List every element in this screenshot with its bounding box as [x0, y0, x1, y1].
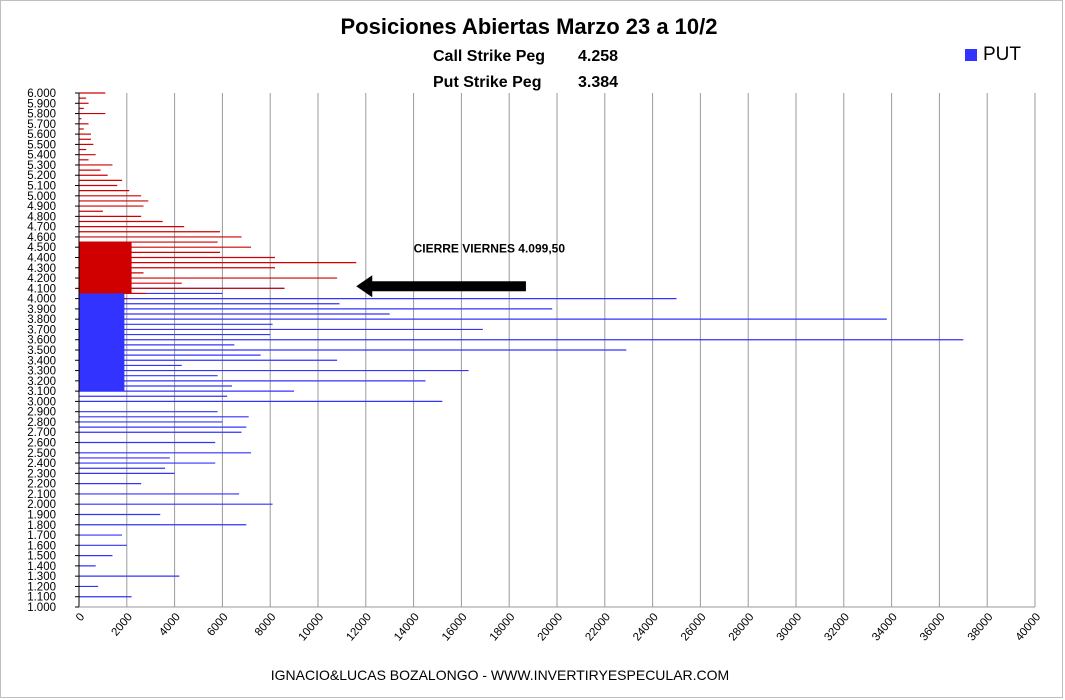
- x-tick-label-18000: 18000: [488, 611, 518, 643]
- y-tick-label-4.200: 4.200: [27, 273, 56, 285]
- x-tick-label-16000: 16000: [440, 611, 470, 643]
- x-tick-label-30000: 30000: [775, 611, 805, 643]
- x-tick-label-24000: 24000: [631, 611, 661, 643]
- x-tick-label-26000: 26000: [679, 611, 709, 643]
- x-tick-label-34000: 34000: [870, 611, 900, 643]
- y-tick-label-4.400: 4.400: [27, 252, 56, 264]
- call-strike-peg-value: 4.258: [578, 48, 619, 65]
- y-tick-label-2.400: 2.400: [27, 458, 56, 470]
- y-tick-label-3.300: 3.300: [27, 366, 56, 378]
- y-tick-label-3.200: 3.200: [27, 376, 56, 388]
- y-tick-label-1.800: 1.800: [27, 520, 56, 532]
- x-tick-label-28000: 28000: [727, 611, 757, 643]
- call-strike-peg-label: Call Strike Peg: [433, 48, 546, 65]
- y-tick-label-5.700: 5.700: [27, 119, 56, 131]
- x-tick-label-32000: 32000: [822, 611, 852, 643]
- y-tick-label-4.500: 4.500: [27, 242, 56, 254]
- x-tick-label-8000: 8000: [253, 611, 279, 638]
- legend-swatch-put: [965, 49, 977, 61]
- y-tick-label-4.300: 4.300: [27, 263, 56, 275]
- y-tick-label-4.000: 4.000: [27, 294, 56, 306]
- y-tick-label-1.500: 1.500: [27, 551, 56, 563]
- annotation-arrow-shaft: [368, 281, 526, 292]
- x-tick-label-12000: 12000: [344, 611, 374, 643]
- x-tick-label-38000: 38000: [966, 611, 996, 643]
- y-tick-label-3.000: 3.000: [27, 396, 56, 408]
- y-tick-label-5.900: 5.900: [27, 98, 56, 110]
- call-dense-cluster: [79, 242, 132, 294]
- y-tick-label-5.600: 5.600: [27, 129, 56, 141]
- y-tick-label-2.800: 2.800: [27, 417, 56, 429]
- chart-legend: PUT: [965, 44, 1021, 66]
- y-tick-label-3.400: 3.400: [27, 355, 56, 367]
- y-tick-label-2.900: 2.900: [27, 407, 56, 419]
- y-tick-label-1.300: 1.300: [27, 571, 56, 583]
- y-tick-label-6.000: 6.000: [27, 88, 56, 100]
- x-tick-label-4000: 4000: [157, 611, 183, 638]
- put-strike-peg-label: Put Strike Peg: [433, 74, 542, 91]
- put-dense-cluster: [79, 288, 125, 392]
- legend-label-put: PUT: [983, 44, 1021, 65]
- y-tick-label-5.200: 5.200: [27, 170, 56, 182]
- y-tick-label-2.300: 2.300: [27, 468, 56, 480]
- x-tick-label-0: 0: [74, 611, 87, 624]
- x-tick-label-36000: 36000: [918, 611, 948, 643]
- put-strike-peg-value: 3.384: [578, 74, 619, 91]
- y-tick-label-3.100: 3.100: [27, 386, 56, 398]
- y-tick-label-5.800: 5.800: [27, 109, 56, 121]
- y-tick-label-1.400: 1.400: [27, 561, 56, 573]
- x-tick-label-20000: 20000: [536, 611, 566, 643]
- y-tick-label-1.700: 1.700: [27, 530, 56, 542]
- y-tick-label-3.500: 3.500: [27, 345, 56, 357]
- y-tick-label-5.000: 5.000: [27, 191, 56, 203]
- y-tick-label-3.800: 3.800: [27, 314, 56, 326]
- x-tick-label-40000: 40000: [1014, 611, 1044, 643]
- chart-title: Posiciones Abiertas Marzo 23 a 10/2: [340, 14, 718, 39]
- y-tick-label-2.600: 2.600: [27, 438, 56, 450]
- y-tick-label-4.100: 4.100: [27, 283, 56, 295]
- y-tick-label-3.600: 3.600: [27, 335, 56, 347]
- y-tick-label-4.600: 4.600: [27, 232, 56, 244]
- y-tick-label-5.500: 5.500: [27, 139, 56, 151]
- x-tick-label-2000: 2000: [109, 611, 135, 638]
- x-tick-label-14000: 14000: [392, 611, 422, 643]
- y-tick-label-1.100: 1.100: [27, 592, 56, 604]
- y-tick-label-1.200: 1.200: [27, 581, 56, 593]
- x-tick-label-10000: 10000: [297, 611, 327, 643]
- annotation-arrow-head: [356, 275, 373, 298]
- chart-footer: IGNACIO&LUCAS BOZALONGO - WWW.INVERTIRYE…: [270, 667, 730, 683]
- y-tick-label-1.600: 1.600: [27, 540, 56, 552]
- y-tick-label-3.900: 3.900: [27, 304, 56, 316]
- y-tick-label-2.100: 2.100: [27, 489, 56, 501]
- y-tick-label-2.000: 2.000: [27, 499, 56, 511]
- y-tick-label-5.300: 5.300: [27, 160, 56, 172]
- y-tick-label-2.200: 2.200: [27, 479, 56, 491]
- y-tick-label-2.700: 2.700: [27, 427, 56, 439]
- y-tick-label-4.800: 4.800: [27, 211, 56, 223]
- y-tick-label-3.700: 3.700: [27, 324, 56, 336]
- y-tick-label-1.000: 1.000: [27, 602, 56, 614]
- y-tick-label-4.700: 4.700: [27, 222, 56, 234]
- x-tick-label-6000: 6000: [205, 611, 231, 638]
- y-tick-label-2.500: 2.500: [27, 448, 56, 460]
- y-tick-label-5.100: 5.100: [27, 181, 56, 193]
- x-tick-label-22000: 22000: [583, 611, 613, 643]
- y-tick-label-5.400: 5.400: [27, 150, 56, 162]
- y-tick-label-1.900: 1.900: [27, 509, 56, 521]
- annotation-label: CIERRE VIERNES 4.099,50: [414, 241, 566, 255]
- y-tick-label-4.900: 4.900: [27, 201, 56, 213]
